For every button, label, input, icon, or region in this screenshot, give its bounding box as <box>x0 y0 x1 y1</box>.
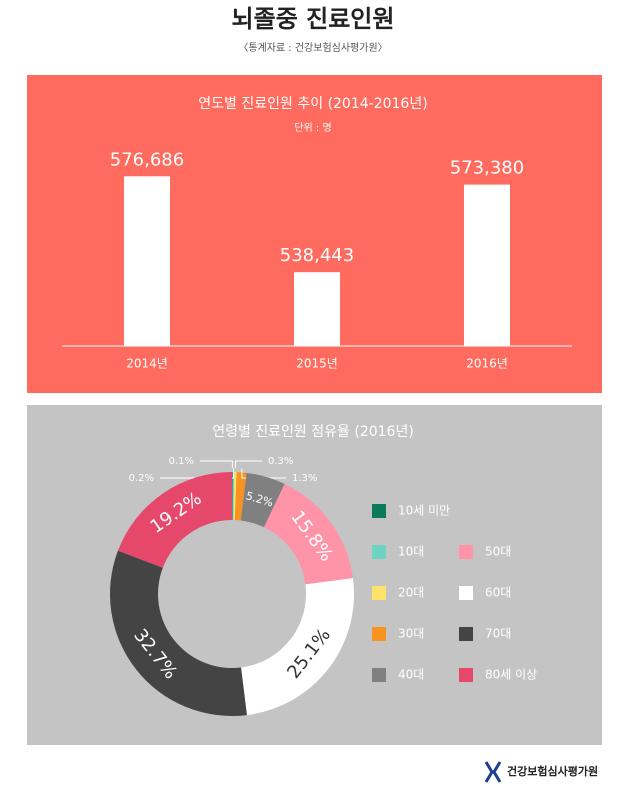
legend-swatch <box>459 627 473 641</box>
slice-label: 0.2% <box>129 473 154 484</box>
legend-label: 10대 <box>398 545 424 559</box>
bar <box>294 272 340 346</box>
value-label: 576,686 <box>110 149 184 170</box>
page-subtitle: 〈통계자료 : 건강보험심사평가원〉 <box>238 42 387 54</box>
leader-line <box>241 468 286 479</box>
slice-label: 0.3% <box>268 456 293 467</box>
x-tick-label: 2016년 <box>466 357 508 371</box>
logo: 건강보험심사평가원 <box>484 761 598 783</box>
bar-title: 연도별 진료인원 추이 (2014-2016년) <box>198 96 427 112</box>
pie-slice <box>109 550 247 716</box>
leader-line <box>160 468 235 479</box>
pie-slice <box>233 472 237 521</box>
value-label: 573,380 <box>450 158 524 179</box>
legend-swatch <box>459 668 473 682</box>
legend-swatch <box>372 627 386 641</box>
legend-label: 30대 <box>398 627 424 641</box>
pie-slice <box>263 483 353 585</box>
leader-line <box>235 460 262 469</box>
legend-swatch <box>372 586 386 600</box>
page-title: 뇌졸중 진료인원 <box>232 5 395 33</box>
legend-label: 80세 이상 <box>485 668 537 682</box>
x-tick-label: 2014년 <box>126 357 168 371</box>
slice-label: 0.1% <box>169 456 194 467</box>
bar-unit: 단위 : 명 <box>294 121 331 134</box>
leader-line <box>200 460 233 469</box>
logo-text: 건강보험심사평가원 <box>507 764 598 778</box>
legend-label: 20대 <box>398 586 424 600</box>
pie-slice <box>241 578 354 716</box>
pie-slice <box>232 472 235 521</box>
x-tick-label: 2015년 <box>296 357 338 371</box>
pie-slice <box>240 472 285 528</box>
value-label: 538,443 <box>280 245 354 266</box>
legend-swatch <box>459 545 473 559</box>
legend-label: 60대 <box>485 586 511 600</box>
legend-swatch <box>372 668 386 682</box>
legend-label: 40대 <box>398 668 424 682</box>
bar <box>124 176 170 346</box>
pie-slice <box>117 472 232 568</box>
legend-label: 10세 미만 <box>398 504 450 518</box>
legend-swatch <box>459 586 473 600</box>
slice-label: 1.3% <box>292 473 317 484</box>
pie-slice <box>232 472 233 521</box>
legend-swatch <box>372 545 386 559</box>
legend-label: 70대 <box>485 627 511 641</box>
bar <box>464 184 510 346</box>
pie-slice <box>234 472 247 521</box>
legend-label: 50대 <box>485 545 511 559</box>
pie-title: 연령별 진료인원 점유율 (2016년) <box>212 424 414 440</box>
legend-swatch <box>372 504 386 518</box>
